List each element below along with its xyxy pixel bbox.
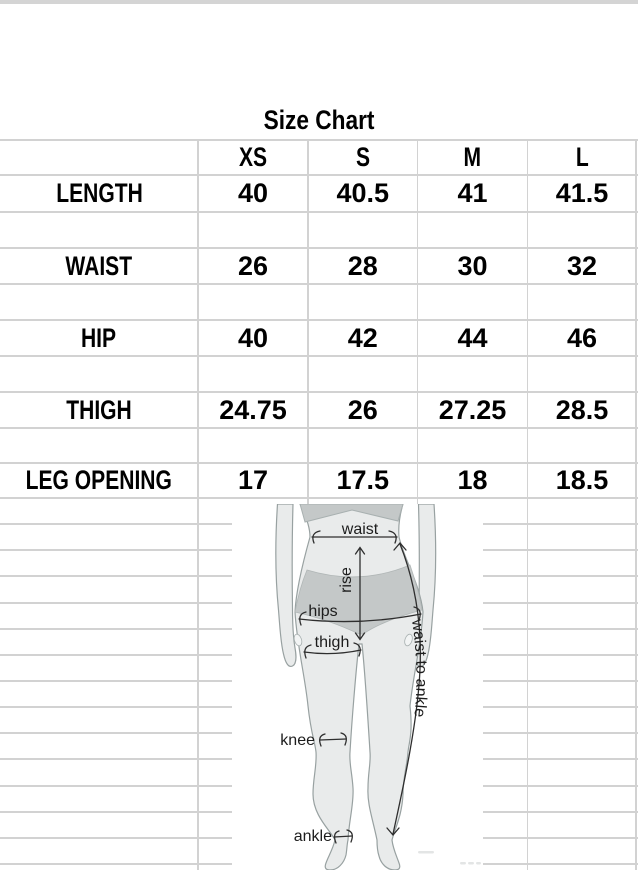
value-cell[interactable]: 28.5: [528, 392, 637, 428]
top-border-bar: [0, 0, 638, 4]
title-cell[interactable]: Size Chart: [0, 101, 638, 139]
value-cell-text: 17: [237, 465, 269, 495]
value-cell-text: 40.5: [336, 178, 390, 208]
grid-hline: [0, 319, 638, 321]
row-label-cell-text: WAIST: [65, 250, 133, 281]
value-cell-text: 27.25: [438, 394, 507, 425]
row-label-cell-text: HIP: [81, 322, 117, 353]
value-cell[interactable]: 28: [308, 248, 418, 284]
waist-to-ankle-line: [392, 543, 421, 835]
rise-label: rise: [338, 567, 355, 593]
value-cell-text: 26: [347, 394, 378, 425]
row-label-cell[interactable]: LEG OPENING: [0, 463, 198, 498]
row-label-cell[interactable]: WAIST: [0, 248, 198, 284]
waist-to-ankle-label: waist to ankle: [408, 617, 430, 718]
row-label-cell-text: LEG OPENING: [25, 465, 173, 495]
value-cell[interactable]: 40: [198, 320, 308, 356]
value-cell-text: 41.5: [555, 178, 609, 208]
grid-hline: [0, 247, 638, 249]
page-title: Size Chart: [263, 104, 375, 135]
ankle-label: ankle: [294, 828, 332, 845]
grid-hline: [0, 139, 638, 141]
grid-hline: [0, 355, 638, 357]
grid-hline: [0, 427, 638, 429]
value-cell-text: 41: [457, 178, 488, 208]
column-header-cell[interactable]: L: [528, 140, 637, 175]
value-cell-text: 40: [237, 322, 269, 353]
hips-label: hips: [308, 603, 337, 620]
value-cell[interactable]: 18.5: [528, 463, 637, 498]
column-header-cell-text: XS: [238, 142, 268, 172]
hips-line: [298, 613, 422, 623]
value-cell[interactable]: 40.5: [308, 175, 418, 212]
value-cell-text: 24.75: [219, 394, 287, 425]
value-cell-text: 26: [237, 250, 269, 281]
value-cell-text: 17.5: [336, 465, 390, 495]
column-header-cell-text: L: [575, 142, 589, 172]
knee-line: [319, 738, 347, 741]
value-cell[interactable]: 27.25: [418, 392, 528, 428]
value-cell[interactable]: 26: [198, 248, 308, 284]
grid-hline: [0, 497, 638, 499]
value-cell[interactable]: 24.75: [198, 392, 308, 428]
measurement-diagram: waist rise hips thigh knee ankle waist t…: [232, 504, 483, 870]
value-cell[interactable]: 30: [418, 248, 528, 284]
column-header-cell[interactable]: M: [418, 140, 528, 175]
value-cell[interactable]: 46: [528, 320, 637, 356]
waist-label: waist: [341, 521, 379, 538]
watermark-smudge: [418, 851, 481, 865]
grid-hline: [0, 211, 638, 213]
grid-hline: [0, 462, 638, 464]
grid-hline: [0, 174, 638, 176]
ankle-line: [333, 835, 353, 838]
value-cell[interactable]: 44: [418, 320, 528, 356]
value-cell[interactable]: 26: [308, 392, 418, 428]
thigh-label: thigh: [315, 634, 350, 651]
grid-hline: [0, 283, 638, 285]
value-cell[interactable]: 17.5: [308, 463, 418, 498]
value-cell[interactable]: 17: [198, 463, 308, 498]
value-cell-text: 32: [566, 250, 598, 281]
value-cell-text: 44: [457, 322, 488, 353]
grid-vline: [635, 140, 638, 870]
row-label-cell-text: THIGH: [66, 394, 132, 425]
value-cell-text: 30: [457, 250, 488, 281]
value-cell-text: 46: [566, 322, 598, 353]
row-label-cell[interactable]: HIP: [0, 320, 198, 356]
column-header-cell[interactable]: S: [308, 140, 418, 175]
value-cell[interactable]: 18: [418, 463, 528, 498]
measurement-arrows: [298, 530, 422, 844]
grid-hline: [0, 391, 638, 393]
value-cell-text: 18.5: [555, 465, 609, 495]
figure-body: [294, 504, 424, 870]
value-cell[interactable]: 42: [308, 320, 418, 356]
lower-body-figure: waist rise hips thigh knee ankle waist t…: [275, 504, 481, 870]
thigh-line: [303, 649, 362, 655]
value-cell-text: 18: [457, 465, 488, 495]
value-cell-text: 28: [347, 250, 378, 281]
column-header-cell-text: M: [463, 142, 482, 172]
bottom-garment: [294, 564, 423, 635]
column-header-cell[interactable]: XS: [198, 140, 308, 175]
top-garment: [299, 504, 404, 523]
value-cell[interactable]: 32: [528, 248, 637, 284]
value-cell[interactable]: 41: [418, 175, 528, 212]
row-label-cell[interactable]: THIGH: [0, 392, 198, 428]
knee-label: knee: [280, 732, 315, 749]
value-cell[interactable]: 41.5: [528, 175, 637, 212]
row-label-cell-text: LENGTH: [55, 178, 143, 208]
row-label-cell[interactable]: LENGTH: [0, 175, 198, 212]
value-cell[interactable]: 40: [198, 175, 308, 212]
value-cell-text: 42: [347, 322, 378, 353]
column-header-cell-text: S: [355, 142, 370, 172]
value-cell-text: 28.5: [555, 394, 609, 425]
value-cell-text: 40: [237, 178, 269, 208]
grid-vline: [197, 140, 199, 870]
figure-hands-detail: [293, 633, 413, 647]
grid-vline: [526, 140, 529, 870]
